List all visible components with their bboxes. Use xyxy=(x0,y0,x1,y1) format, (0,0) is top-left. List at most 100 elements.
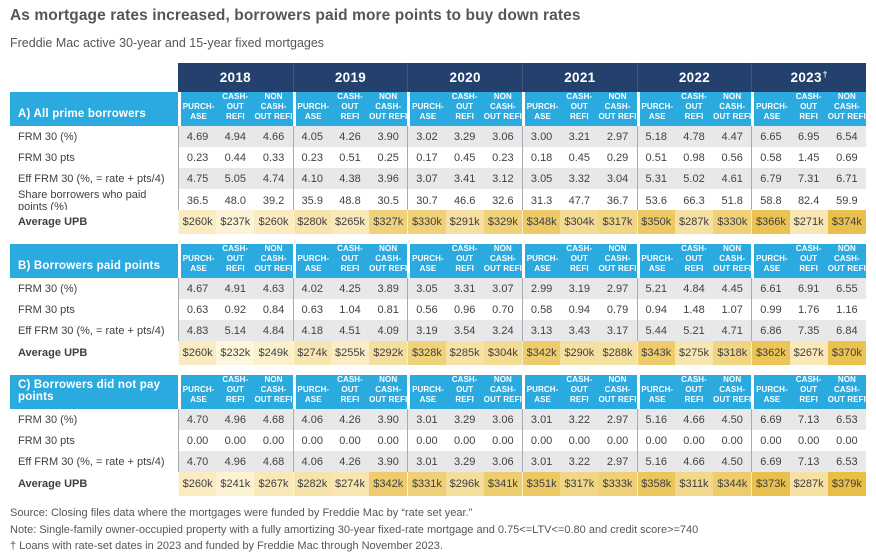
value-cell: 3.22 xyxy=(560,451,599,472)
figure-title: As mortgage rates increased, borrowers p… xyxy=(10,7,581,24)
value-cell: 4.66 xyxy=(674,451,714,472)
section-header-row: A) All prime borrowers PURCH- ASE CASH- OUT R… xyxy=(10,92,866,127)
value-cell: 0.84 xyxy=(262,303,285,316)
value-cell: 5.44 xyxy=(636,320,675,341)
row-label: Eff FRM 30 (%, = rate + pts/4) xyxy=(10,320,178,341)
value-cell: 5.16 xyxy=(636,451,675,472)
value-cell: 2.97 xyxy=(598,409,637,430)
value-cell: 0.94 xyxy=(636,299,675,320)
column-header: NON CASH- OUT REFI xyxy=(369,92,408,127)
value-cell: 82.4 xyxy=(797,195,820,207)
value-cell: 0.00 xyxy=(521,430,560,451)
value-cell: 4.68 xyxy=(254,451,293,472)
value-cell: 4.96 xyxy=(216,451,255,472)
column-header: NON CASH- OUT REFI xyxy=(713,92,752,127)
column-header: PURCH- ASE xyxy=(178,244,217,279)
value-cell: 3.07 xyxy=(407,168,446,189)
column-header: NON CASH- OUT REFI xyxy=(254,244,293,279)
value-cell: 4.02 xyxy=(292,278,331,299)
value-cell: $358k xyxy=(636,472,675,496)
value-cell: 3.01 xyxy=(407,409,446,430)
value-cell: 0.96 xyxy=(453,303,476,316)
value-cell: $373k xyxy=(751,472,790,496)
table-row: Share borrowers who paid points (%) 36.5 4… xyxy=(10,189,866,213)
column-header: CASH- OUT REFI xyxy=(330,375,370,410)
value-cell: 3.32 xyxy=(560,168,599,189)
value-cell: 0.58 xyxy=(521,299,560,320)
value-cell: $296k xyxy=(445,472,484,496)
value-cell: 0.63 xyxy=(292,299,331,320)
footnote-source: Source: Closing files data where the mor… xyxy=(10,507,473,519)
value-cell: 46.6 xyxy=(453,195,476,207)
value-cell: 0.17 xyxy=(407,147,445,168)
row-label: FRM 30 (%) xyxy=(10,278,178,299)
mortgage-rates-table: 2018 2019 2020 2021 2022 2023 † A) All prime bo… xyxy=(10,63,866,496)
value-cell: 0.33 xyxy=(262,151,285,164)
value-cell: 0.69 xyxy=(836,151,858,164)
value-cell: 4.94 xyxy=(216,126,255,147)
value-cell: 0.99 xyxy=(751,299,789,320)
column-header: PURCH- ASE xyxy=(636,92,675,127)
value-cell: 0.51 xyxy=(636,147,675,168)
value-cell: $290k xyxy=(560,341,599,365)
section-gap xyxy=(10,365,866,375)
value-cell: 3.90 xyxy=(369,126,408,147)
value-cell: 30.5 xyxy=(377,195,399,207)
value-cell: $274k xyxy=(330,472,370,496)
value-cell: 3.24 xyxy=(483,320,522,341)
value-cell: 4.83 xyxy=(178,320,217,341)
value-cell: 3.96 xyxy=(369,168,408,189)
column-header: CASH- OUT REFI xyxy=(216,244,255,279)
value-cell: 0.00 xyxy=(292,430,331,451)
value-cell: 4.06 xyxy=(292,451,331,472)
value-cell: 1.76 xyxy=(797,303,820,316)
section-header-row: B) Borrowers paid points PURCH- ASE CASH- OU… xyxy=(10,244,866,279)
column-header: CASH- OUT REFI xyxy=(789,92,828,127)
section-gap xyxy=(10,234,866,244)
column-header: NON CASH- OUT REFI xyxy=(827,92,866,127)
value-cell: 0.45 xyxy=(453,151,476,164)
column-header: NON CASH- OUT REFI xyxy=(598,244,637,279)
value-cell: 0.00 xyxy=(636,430,675,451)
value-cell: 1.48 xyxy=(683,303,705,316)
column-header: CASH- OUT REFI xyxy=(330,92,370,127)
table-row: FRM 30 pts 0.00 0.00 0.00 0.00 0.00 0.00 0.00 0.… xyxy=(10,430,866,451)
value-cell: $260k xyxy=(178,472,217,496)
value-cell: 1.45 xyxy=(797,151,820,164)
value-cell: 3.29 xyxy=(445,409,484,430)
value-cell: 3.05 xyxy=(407,278,446,299)
value-cell: 4.38 xyxy=(330,168,370,189)
value-cell: 3.04 xyxy=(598,168,637,189)
value-cell: $333k xyxy=(598,472,637,496)
value-cell: 4.18 xyxy=(292,320,331,341)
table-row: Eff FRM 30 (%, = rate + pts/4) 4.70 4.96 4.… xyxy=(10,451,866,472)
value-cell: 2.97 xyxy=(598,278,637,299)
value-cell: 59.9 xyxy=(836,195,858,207)
value-cell: 6.95 xyxy=(789,126,828,147)
value-cell: 5.14 xyxy=(216,320,255,341)
value-cell: 4.50 xyxy=(713,451,752,472)
column-header: CASH- OUT REFI xyxy=(674,92,714,127)
value-cell: $285k xyxy=(445,341,484,365)
value-cell: $265k xyxy=(330,210,370,234)
column-header: CASH- OUT REFI xyxy=(674,375,714,410)
value-cell: $351k xyxy=(521,472,561,496)
year-cell-2020: 2020 xyxy=(407,63,522,92)
value-cell: 0.81 xyxy=(377,303,399,316)
table-row: FRM 30 (%) 4.67 4.91 4.63 4.02 4.25 3.89 3.05 3.… xyxy=(10,278,866,299)
value-cell: 0.44 xyxy=(224,151,247,164)
value-cell: 4.47 xyxy=(713,126,752,147)
footnote-note: Note: Single-family owner-occupied prope… xyxy=(10,523,699,536)
value-cell: 0.70 xyxy=(492,303,514,316)
value-cell: 4.78 xyxy=(674,126,714,147)
value-cell: $344k xyxy=(713,472,752,496)
value-cell: 0.98 xyxy=(683,151,705,164)
value-cell: $275k xyxy=(674,341,714,365)
value-cell: $287k xyxy=(674,210,714,234)
row-label: FRM 30 pts xyxy=(10,299,178,320)
value-cell: $362k xyxy=(751,341,790,365)
value-cell: $288k xyxy=(598,341,637,365)
column-header: PURCH- ASE xyxy=(178,375,217,410)
row-label: Average UPB xyxy=(10,210,178,234)
column-header: NON CASH- OUT REFI xyxy=(598,92,637,127)
